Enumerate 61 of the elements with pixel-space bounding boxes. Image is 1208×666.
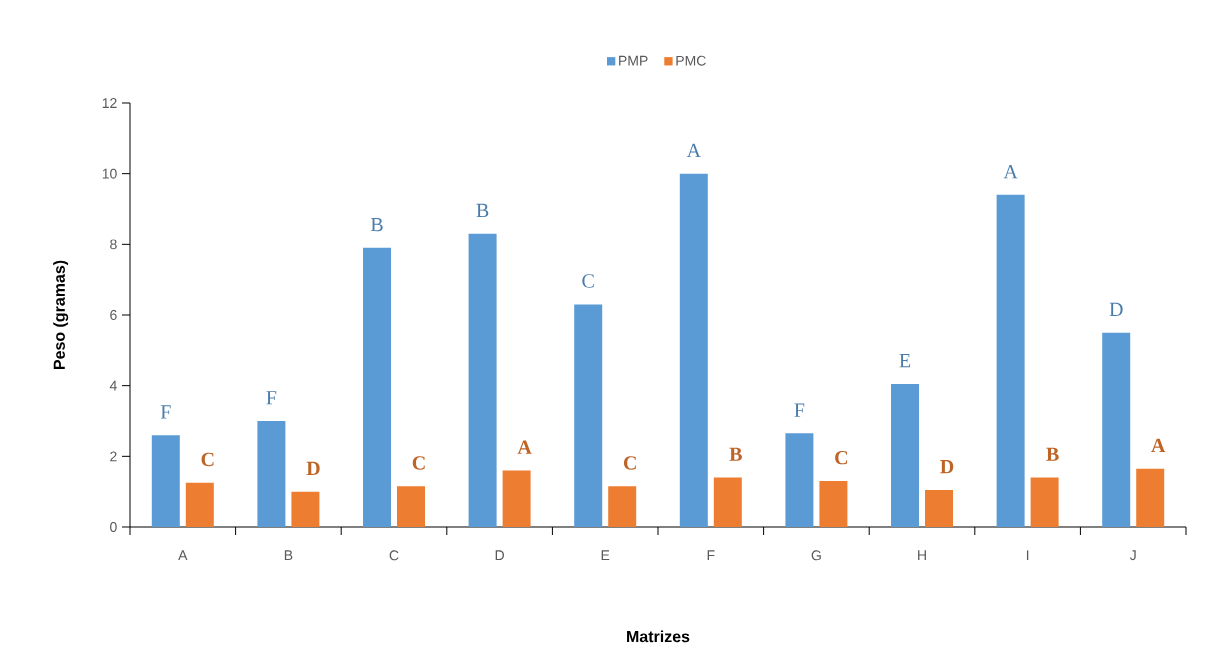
- bar: [185, 482, 214, 527]
- bar: [996, 194, 1025, 527]
- bar: [608, 486, 637, 527]
- x-tick-label: H: [918, 550, 926, 560]
- bar: [151, 435, 180, 527]
- x-tick-label: D: [495, 550, 504, 560]
- y-tick-label: 0: [110, 522, 117, 532]
- bar: [363, 247, 392, 527]
- data-label: B: [370, 218, 383, 232]
- x-tick-label: I: [1026, 550, 1029, 560]
- y-tick-label: 6: [110, 310, 117, 320]
- bar: [502, 470, 531, 527]
- bar: [819, 481, 848, 527]
- x-tick-label: G: [811, 550, 821, 561]
- x-tick-label: C: [389, 550, 399, 561]
- bar: [713, 477, 742, 527]
- data-label: A: [517, 440, 532, 454]
- bar: [1102, 332, 1131, 527]
- data-label: C: [582, 274, 594, 288]
- bar: [397, 486, 426, 527]
- data-label: C: [201, 452, 214, 467]
- bar: [785, 433, 814, 527]
- y-tick-label: 2: [110, 451, 117, 462]
- x-tick-label: J: [1129, 550, 1136, 561]
- x-tick-label: B: [284, 550, 293, 560]
- data-label: F: [160, 405, 171, 419]
- y-tick-label: 12: [102, 98, 117, 108]
- data-label: D: [306, 461, 320, 475]
- data-label: D: [940, 460, 954, 474]
- y-axis-title: Peso (gramas): [53, 260, 69, 370]
- bar: [574, 304, 603, 527]
- data-label: B: [476, 203, 489, 218]
- data-label: A: [1151, 438, 1166, 453]
- data-label: A: [1003, 164, 1018, 179]
- x-tick-label: A: [178, 550, 188, 560]
- bar: [1136, 468, 1165, 527]
- x-tick-label: E: [601, 550, 610, 560]
- data-label: E: [899, 354, 911, 368]
- data-label: C: [835, 450, 848, 465]
- bar: [257, 421, 286, 527]
- bar: [1030, 477, 1059, 527]
- y-tick-label: 8: [110, 239, 117, 250]
- bar: [679, 173, 708, 527]
- data-label: B: [729, 447, 742, 461]
- bar: [291, 491, 320, 527]
- data-label: F: [266, 391, 277, 405]
- bar: [891, 383, 920, 527]
- data-label: A: [686, 143, 701, 157]
- data-label: C: [623, 456, 636, 470]
- legend-label: PMC: [676, 55, 706, 66]
- data-label: F: [794, 403, 805, 417]
- x-axis-title: Matrizes: [627, 630, 690, 643]
- y-tick-label: 4: [109, 380, 117, 391]
- bar: [468, 233, 497, 527]
- data-label: C: [412, 456, 425, 470]
- bar: [925, 489, 954, 527]
- data-label: D: [1109, 302, 1123, 316]
- data-label: B: [1046, 447, 1059, 461]
- x-tick-label: F: [707, 550, 715, 560]
- y-tick-label: 10: [102, 168, 117, 179]
- legend-label: PMP: [619, 55, 648, 66]
